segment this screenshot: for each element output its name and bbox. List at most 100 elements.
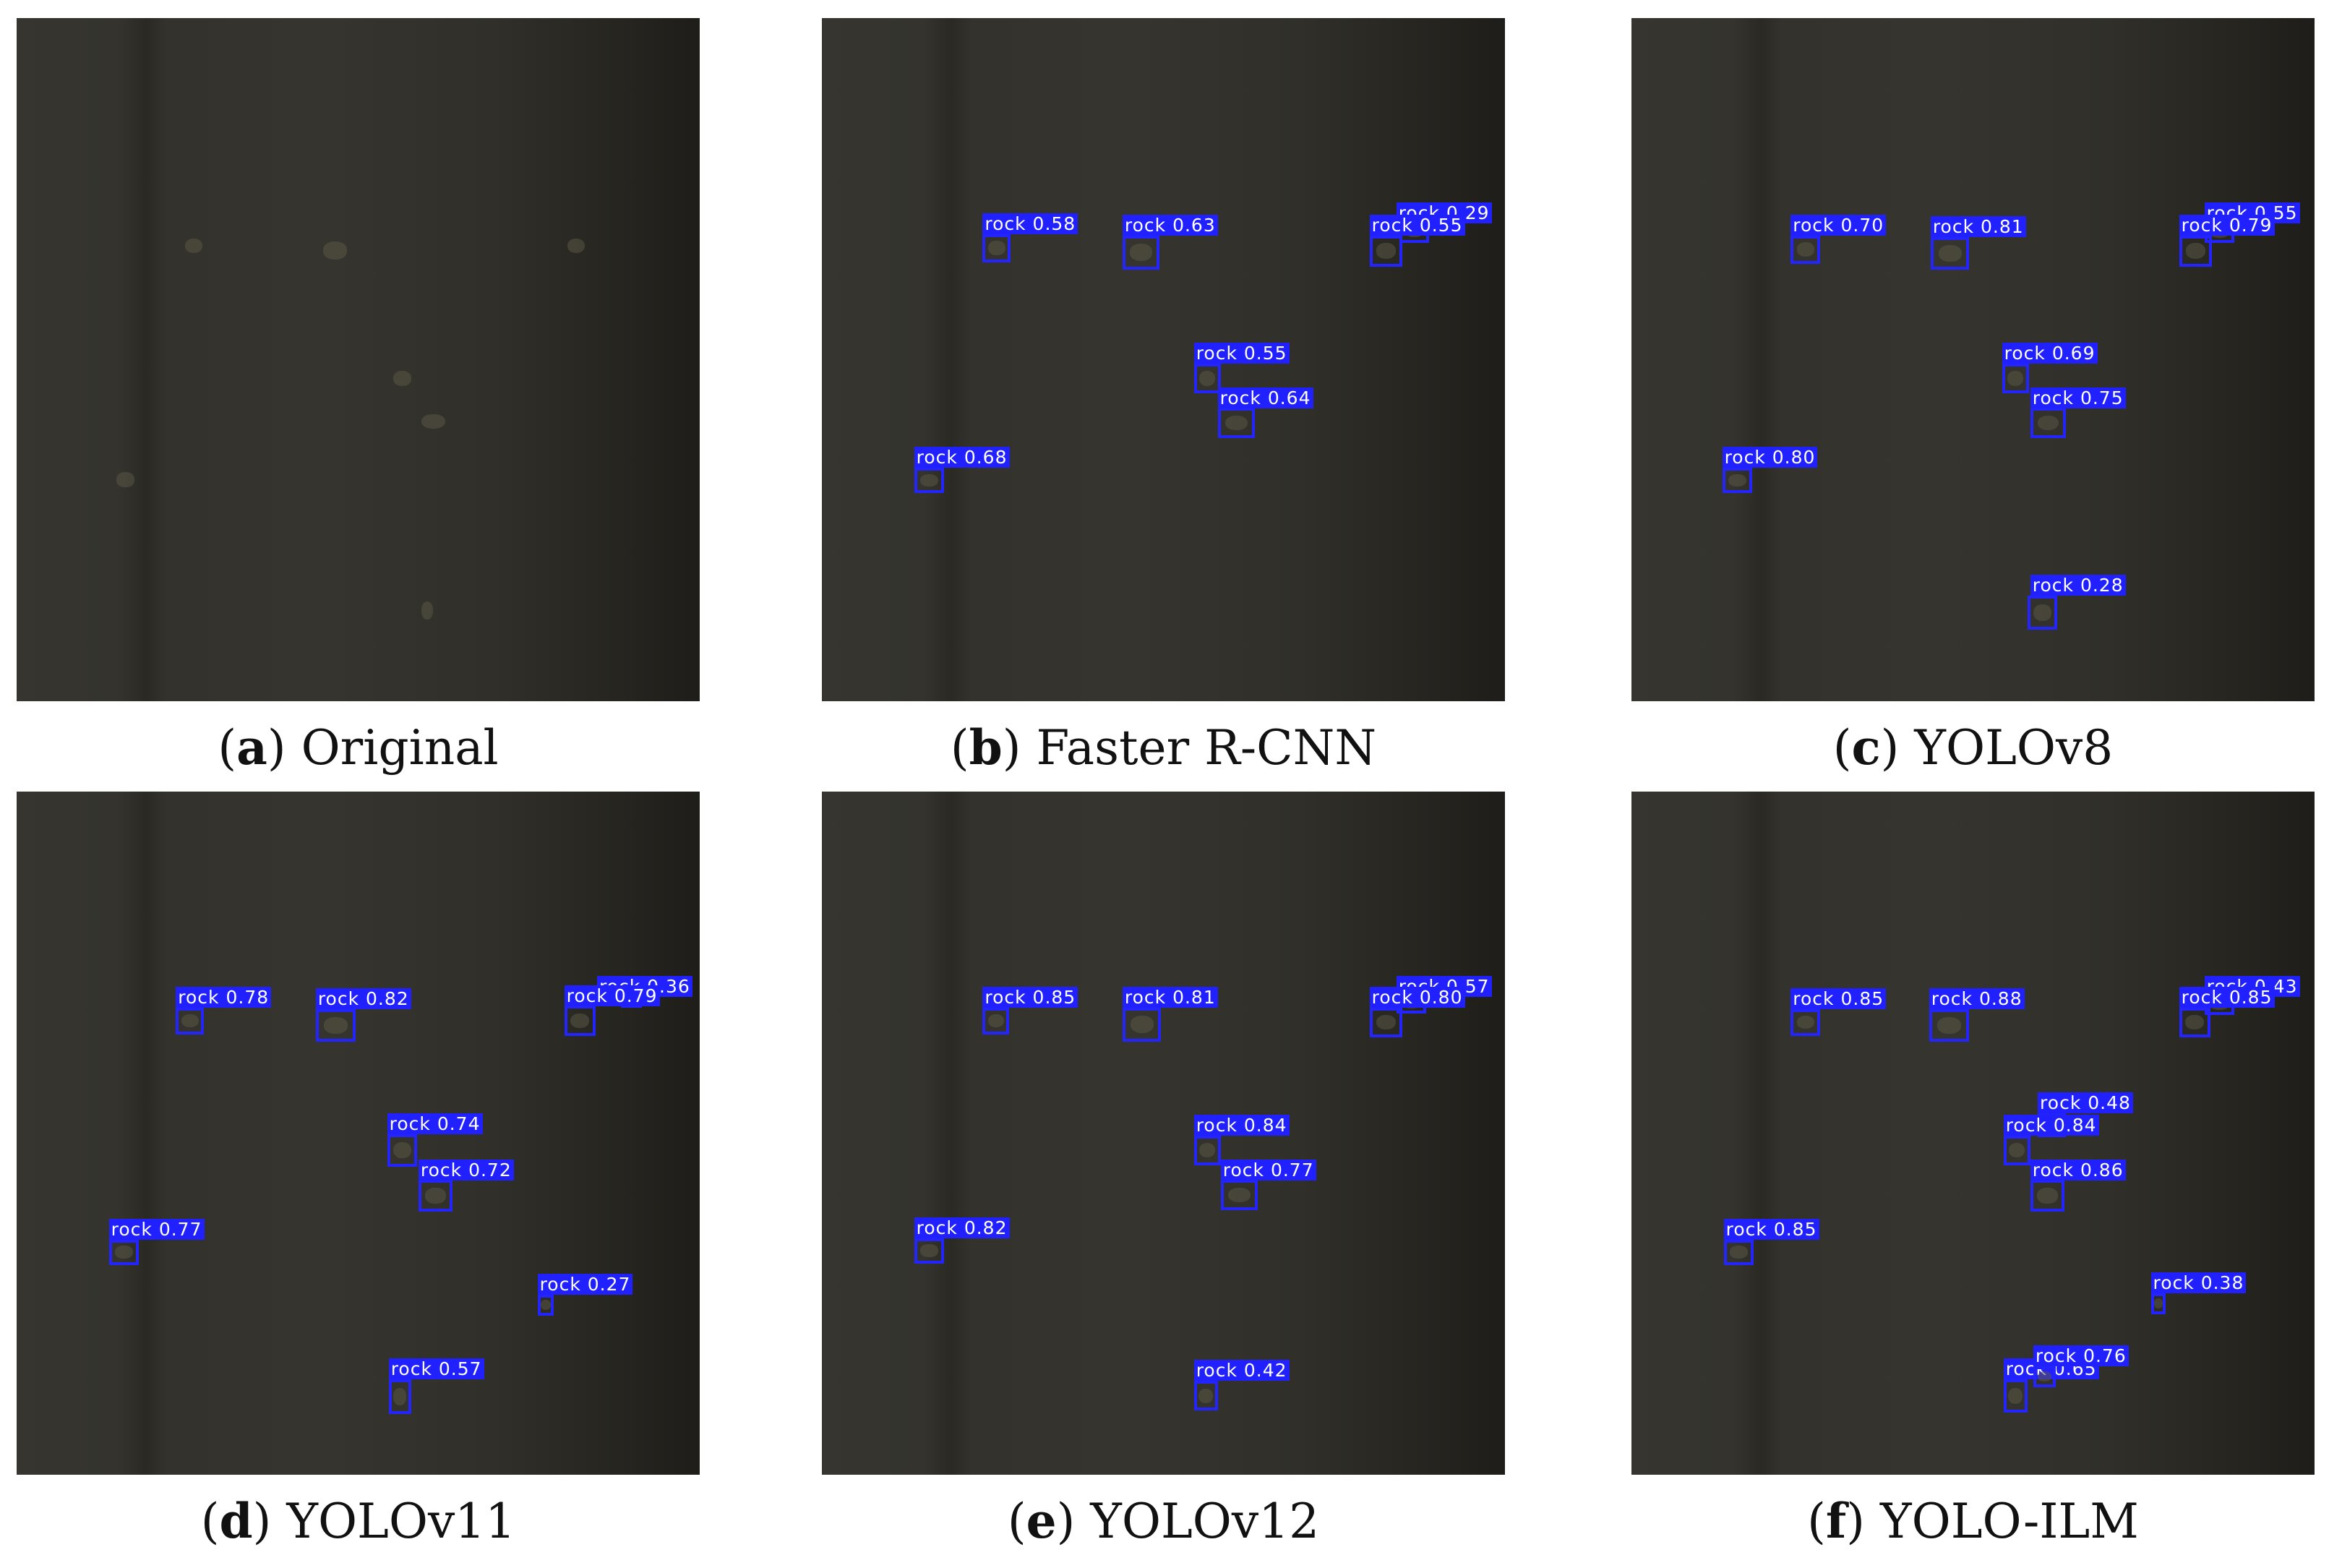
rock (1728, 474, 1746, 487)
bounding-box (2030, 1180, 2065, 1212)
rock (2007, 370, 2024, 386)
rock (1199, 370, 1216, 386)
rock (2037, 415, 2059, 431)
detection-label: rock 0.55 (1369, 214, 1465, 236)
caption-letter: c (1851, 719, 1881, 776)
rock (541, 1300, 551, 1311)
rock (114, 1246, 133, 1259)
rock (2153, 1298, 2163, 1309)
bounding-box (2002, 363, 2029, 393)
rock (1936, 1016, 1962, 1034)
detection-label: rock 0.63 (1122, 214, 1218, 236)
rock (1130, 244, 1153, 262)
bounding-box (1929, 1008, 1970, 1042)
bounding-box (1930, 236, 1970, 270)
detection-label: rock 0.82 (914, 1217, 1010, 1238)
rock (567, 238, 586, 254)
caption: (b) Faster R-CNN (822, 719, 1505, 776)
rock (2038, 1371, 2051, 1382)
rock (1376, 243, 1396, 259)
rock (421, 414, 445, 429)
caption-open: ( (200, 1494, 220, 1549)
caption-open: ( (950, 720, 969, 776)
caption: (f) YOLO-ILM (1631, 1493, 2315, 1549)
rock (1938, 244, 1962, 262)
detection-label: rock 0.28 (2030, 575, 2126, 596)
bounding-box (1193, 1135, 1221, 1165)
caption-open: ( (1807, 1494, 1826, 1549)
caption-letter: a (236, 719, 267, 776)
detection-label: rock 0.27 (537, 1274, 633, 1295)
detection-label: rock 0.76 (2033, 1345, 2129, 1366)
detection-label: rock 0.74 (387, 1113, 483, 1134)
detection-label: rock 0.85 (1723, 1218, 1819, 1240)
rock (1796, 1015, 1815, 1029)
detection-label: rock 0.88 (1929, 988, 2025, 1009)
detection-label: rock 0.77 (108, 1218, 205, 1240)
caption-open: ( (218, 720, 237, 776)
rock (1228, 1187, 1251, 1203)
bounding-box (1790, 235, 1821, 264)
bounding-box (1369, 235, 1402, 267)
caption: (a) Original (17, 719, 700, 776)
detection-label: rock 0.38 (2150, 1272, 2247, 1293)
bounding-box (1217, 408, 1256, 438)
rock (1198, 1388, 1214, 1404)
detection-label: rock 0.69 (2002, 342, 2098, 364)
caption-rest: ) YOLO-ILM (1846, 1494, 2139, 1549)
rock (2185, 1014, 2205, 1030)
bounding-box (914, 467, 944, 493)
rock (570, 1013, 590, 1029)
image-panel (17, 18, 700, 701)
detection-label: rock 0.79 (564, 985, 660, 1006)
detection-label: rock 0.85 (982, 986, 1078, 1008)
image-panel: rock 0.70 rock 0.81 rock 0.55 rock 0.79 rock… (1631, 18, 2315, 701)
rock (2008, 1387, 2023, 1405)
bounding-box (1122, 1007, 1162, 1042)
caption: (d) YOLOv11 (17, 1493, 700, 1549)
bounding-box (1790, 1008, 1821, 1036)
bounding-box (315, 1008, 356, 1042)
caption-letter: b (969, 719, 1003, 776)
caption-open: ( (1832, 720, 1852, 776)
detection-label: rock 0.80 (1722, 446, 1818, 468)
caption-letter: d (219, 1493, 253, 1549)
rock (323, 241, 348, 260)
detection-label: rock 0.68 (914, 446, 1010, 468)
detection-label: rock 0.86 (2030, 1159, 2126, 1181)
detection-label: rock 0.72 (418, 1159, 514, 1181)
caption: (e) YOLOv12 (822, 1493, 1505, 1549)
rock (1130, 1016, 1154, 1034)
caption-rest: ) Faster R-CNN (1002, 720, 1377, 776)
detection-label: rock 0.64 (1217, 387, 1313, 408)
caption-rest: ) YOLOv11 (252, 1494, 516, 1549)
bounding-box (2030, 408, 2067, 438)
caption-rest: ) YOLOv12 (1056, 1494, 1320, 1549)
bounding-box (1122, 235, 1160, 270)
rock (1376, 1014, 1396, 1030)
detection-label: rock 0.80 (1369, 986, 1465, 1008)
bounding-box (564, 1006, 596, 1036)
bounding-box (387, 1134, 417, 1167)
bounding-box (1722, 467, 1752, 493)
rock (184, 238, 203, 254)
bounding-box (1193, 1381, 1218, 1411)
caption-open: ( (1007, 1494, 1026, 1549)
detection-label: rock 0.58 (982, 213, 1078, 234)
detection-label: rock 0.84 (1193, 1114, 1290, 1136)
bounding-box (1193, 363, 1221, 393)
bounding-box (2150, 1293, 2166, 1314)
caption-letter: f (1825, 1493, 1847, 1549)
detection-label: rock 0.85 (1790, 988, 1887, 1009)
bounding-box (2179, 235, 2212, 267)
bounding-box (2003, 1379, 2028, 1413)
rock (2033, 604, 2051, 622)
detection-label: rock 0.42 (1193, 1360, 1290, 1381)
detection-label: rock 0.55 (1193, 342, 1290, 364)
bounding-box (982, 1007, 1010, 1034)
image-panel: rock 0.58 rock 0.63 rock 0.29 rock 0.55 rock… (822, 18, 1505, 701)
rock (988, 241, 1005, 255)
